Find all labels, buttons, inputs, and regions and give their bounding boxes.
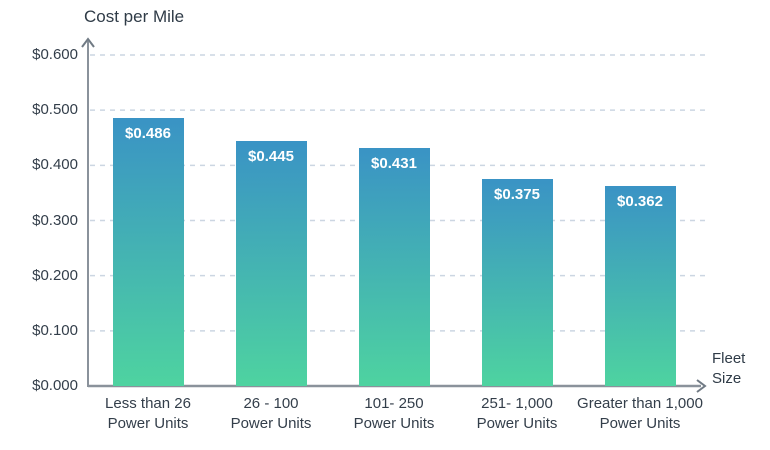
bar-value-label: $0.362 — [617, 193, 663, 211]
y-tick-label: $0.400 — [32, 156, 78, 174]
x-category-label: Greater than 1,000 Power Units — [577, 395, 703, 432]
x-axis-arrow-icon — [696, 379, 707, 393]
x-axis-title: Fleet Size — [712, 350, 746, 387]
bar: $0.486 — [112, 117, 184, 386]
bar-value-label: $0.375 — [494, 186, 540, 204]
y-axis-arrow-icon — [81, 37, 95, 48]
chart-title: Cost per Mile — [84, 7, 185, 26]
y-tick-label: $0.500 — [32, 101, 78, 119]
bar-value-label: $0.431 — [371, 155, 417, 173]
y-tick-label: $0.200 — [32, 266, 78, 284]
y-tick-label: $0.000 — [32, 377, 78, 394]
bar-value-label: $0.486 — [125, 124, 171, 142]
y-tick-label: $0.100 — [32, 321, 78, 339]
x-category-label: 26 - 100 Power Units — [230, 395, 312, 432]
bar: $0.445 — [235, 140, 307, 386]
bar: $0.375 — [481, 179, 553, 386]
x-category-label: Less than 26 Power Units — [105, 395, 191, 432]
y-tick-label: $0.300 — [32, 211, 78, 229]
y-tick-label: $0.600 — [32, 46, 78, 63]
x-category-label: 101- 250 Power Units — [353, 395, 435, 432]
x-category-label: 251- 1,000 Power Units — [476, 395, 558, 432]
bar: $0.362 — [604, 186, 676, 386]
bar-value-label: $0.445 — [248, 147, 294, 165]
bar: $0.431 — [358, 148, 430, 386]
